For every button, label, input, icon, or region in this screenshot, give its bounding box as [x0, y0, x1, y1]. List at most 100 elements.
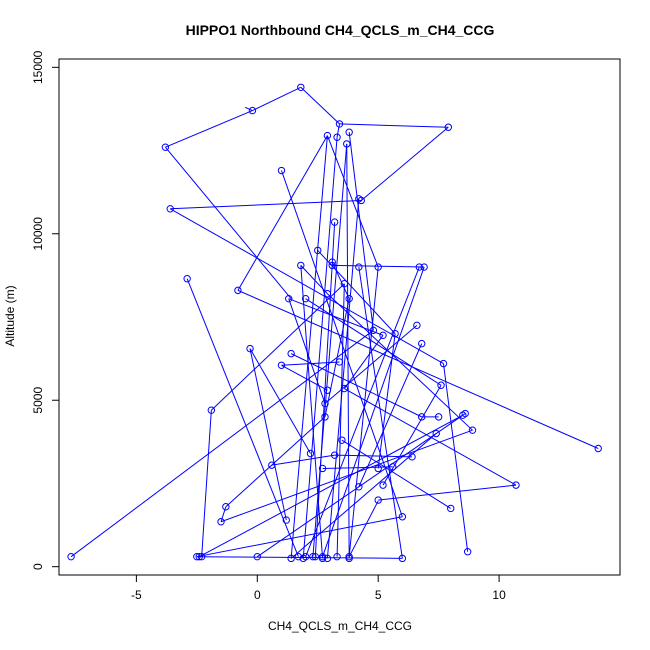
series-line-segment [302, 137, 338, 559]
series-line-segment [237, 289, 599, 449]
data-point [314, 246, 322, 255]
data-point [301, 294, 310, 303]
data-point [335, 120, 344, 128]
data-point [415, 263, 423, 271]
data-point [195, 552, 203, 561]
data-point [323, 290, 332, 298]
data-point [389, 463, 397, 471]
data-point [447, 504, 455, 513]
y-tick-label: 5000 [31, 387, 45, 414]
series-0 [67, 83, 602, 563]
data-point [594, 444, 602, 453]
series-line-segment [290, 433, 437, 559]
series-line-segment [196, 556, 403, 559]
series-line-segment [346, 143, 350, 559]
data-point [328, 261, 336, 270]
data-point [161, 143, 170, 151]
data-point [512, 481, 520, 489]
series-line-segment [244, 106, 253, 112]
series-line-segment [288, 298, 384, 336]
series-line-segment [271, 454, 335, 466]
series-line-segment [382, 384, 442, 486]
series-line-segment [344, 388, 517, 486]
data-point [374, 263, 382, 271]
series-layer [67, 83, 602, 563]
data-point [444, 123, 453, 131]
data-point [311, 552, 320, 561]
series-line-segment [249, 348, 287, 521]
series-line-segment [290, 353, 422, 418]
data-point [345, 552, 353, 561]
data-point [217, 518, 225, 526]
series-line-segment [305, 266, 420, 557]
data-point [309, 552, 317, 561]
y-tick-label: 0 [31, 563, 45, 570]
data-point [398, 513, 407, 521]
series-line-segment [332, 264, 425, 268]
series-line-segment [343, 335, 384, 389]
data-point [234, 286, 242, 295]
data-point [345, 294, 353, 303]
x-axis: -5 0 5 10 [131, 574, 506, 602]
data-point [321, 399, 329, 408]
data-point [193, 552, 201, 561]
data-point [374, 496, 382, 504]
series-line-segment [378, 484, 517, 501]
data-point [301, 552, 310, 561]
series-line-segment [220, 506, 227, 522]
data-point [330, 218, 339, 226]
data-point [253, 552, 261, 561]
data-point [297, 83, 305, 92]
data-point [246, 344, 254, 353]
series-line-segment [327, 293, 473, 431]
data-point [183, 275, 191, 283]
series-line-segment [290, 135, 328, 559]
x-tick-label: 5 [375, 588, 382, 602]
series-line-segment [186, 278, 299, 557]
x-tick-label: 10 [492, 588, 506, 602]
data-point [297, 261, 305, 270]
series-line-segment [170, 199, 362, 210]
data-point [335, 358, 344, 366]
series-line-segment [196, 516, 403, 558]
data-point [268, 461, 276, 469]
data-point [420, 263, 428, 271]
data-point [398, 554, 407, 563]
series-line-segment [210, 283, 345, 411]
data-point [379, 331, 387, 340]
series-line-segment [169, 208, 444, 365]
data-point [282, 516, 290, 524]
data-point [323, 131, 332, 140]
plot-frame [58, 58, 621, 576]
data-point [207, 406, 216, 414]
data-point [355, 195, 363, 203]
series-line-segment [442, 363, 469, 552]
data-point [418, 339, 426, 348]
series-line-segment [358, 343, 423, 487]
data-point [418, 413, 426, 421]
data-point [333, 552, 341, 561]
series-line-segment [324, 324, 418, 404]
series-line-segment [348, 132, 374, 331]
data-point [323, 386, 332, 394]
data-point [287, 554, 295, 563]
data-point [285, 294, 293, 303]
data-point [277, 166, 286, 175]
data-point [437, 381, 445, 389]
data-point [67, 552, 75, 561]
data-point [369, 326, 378, 335]
data-point [321, 413, 329, 421]
data-point [166, 205, 174, 213]
chart-title: HIPPO1 Northbound CH4_QCLS_m_CH4_CCG [186, 22, 495, 38]
data-point [355, 263, 363, 271]
data-point [323, 554, 332, 563]
series-line-segment [220, 429, 473, 523]
data-point [197, 552, 206, 561]
series-line-segment [281, 361, 340, 366]
series-line-segment [305, 298, 442, 386]
data-point [408, 453, 416, 461]
x-tick-label: -5 [131, 588, 142, 602]
series-line-segment [249, 348, 311, 454]
data-point [434, 413, 443, 421]
data-point [432, 429, 440, 438]
